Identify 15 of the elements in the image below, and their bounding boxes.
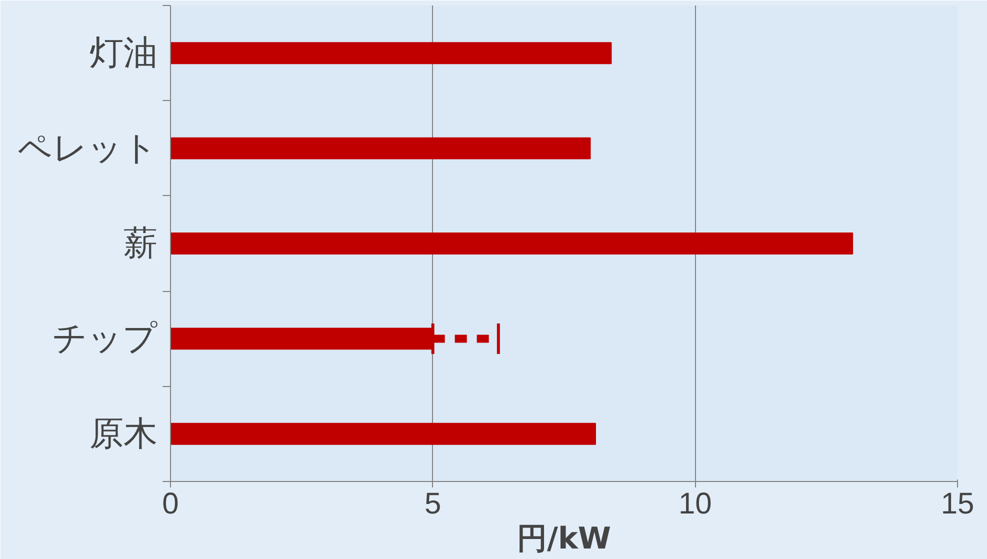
bar [170,232,854,254]
x-tick-label: 0 [162,488,179,520]
y-tick-label: ペレット [18,128,158,168]
bar [170,137,591,160]
x-axis-title: 円/kW [517,522,611,556]
y-tick-label: チップ [52,318,158,359]
x-tick-label: 15 [940,488,974,520]
y-tick-label: 灯油 [90,33,158,74]
bar [170,42,612,64]
bar [170,422,596,445]
bar [170,328,434,350]
x-tick-label: 10 [678,488,712,520]
y-tick-label: 薪 [124,224,158,264]
x-tick-label: 5 [424,488,442,520]
y-tick-label: 原木 [90,414,158,454]
